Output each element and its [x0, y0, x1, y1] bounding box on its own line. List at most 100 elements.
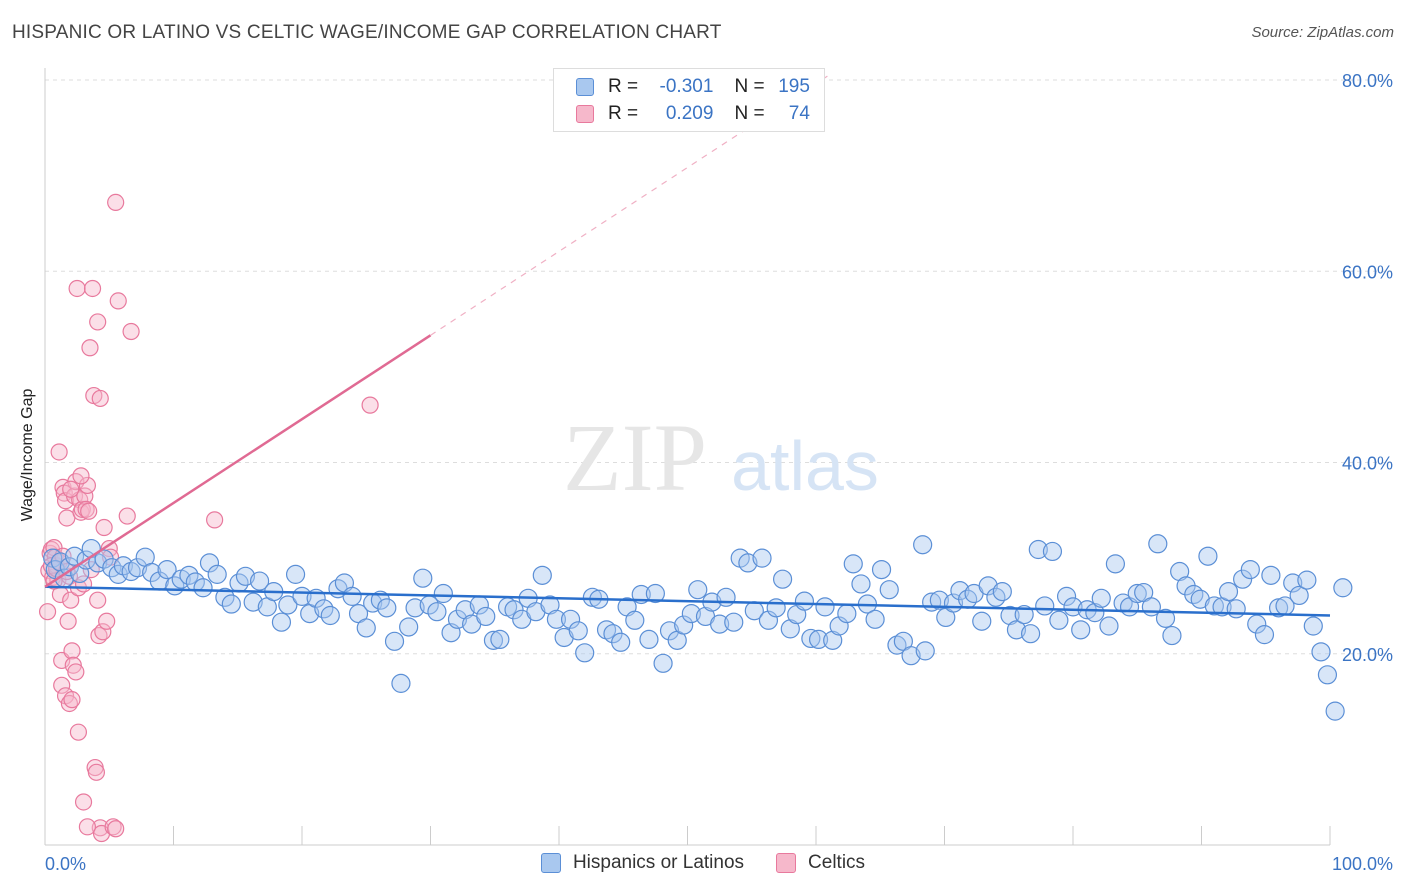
- celtics-point: [69, 723, 88, 741]
- hispanic-point: [490, 629, 510, 650]
- hispanic-point: [157, 559, 177, 580]
- celtics-point: [77, 500, 95, 518]
- hispanic-point: [1056, 586, 1077, 606]
- stats-row-hispanic: R = -0.301 N = 195: [576, 74, 810, 100]
- hispanic-point: [929, 590, 949, 610]
- celtics-legend-icon: [776, 853, 797, 873]
- hispanic-points: [43, 534, 1353, 721]
- celtics-point: [89, 591, 107, 609]
- n-value: 195: [778, 76, 810, 97]
- stats-row-celtics: R = 0.209 N = 74: [576, 101, 810, 127]
- n-label: N =: [734, 103, 765, 124]
- hispanic-point: [794, 591, 815, 611]
- celtics-point: [64, 656, 82, 674]
- hispanic-point: [568, 621, 588, 641]
- r-value: -0.301: [659, 76, 714, 97]
- celtics-point: [107, 820, 125, 838]
- y-tick-label: 40.0%: [1342, 454, 1393, 474]
- hispanic-point: [1198, 546, 1218, 566]
- hispanic-point: [716, 587, 736, 607]
- hispanic-point: [1233, 569, 1253, 589]
- hispanic-point: [271, 612, 292, 632]
- celtics-point: [62, 591, 80, 609]
- source-label: Source: ZipAtlas.com: [1251, 24, 1394, 41]
- hispanic-point: [476, 606, 496, 627]
- trend-lines: [44, 74, 1331, 617]
- hispanic-point: [1204, 596, 1224, 616]
- hispanic-point: [575, 643, 595, 663]
- hispanic-point: [1261, 565, 1281, 585]
- hispanic-point: [207, 564, 227, 584]
- legend: Hispanics or Latinos Celtics: [0, 852, 1406, 874]
- celtics-point: [89, 313, 107, 331]
- celtics-point: [73, 500, 91, 518]
- hispanic-point: [1028, 539, 1048, 560]
- hispanic-point: [659, 621, 680, 641]
- hispanic-point: [285, 564, 306, 584]
- hispanic-point: [1006, 620, 1027, 640]
- hispanic-point: [837, 603, 857, 624]
- hispanic-point: [1218, 581, 1239, 602]
- hispanic-point: [1049, 610, 1069, 630]
- hispanic-point: [871, 559, 892, 580]
- celtics-point: [95, 518, 113, 537]
- hispanic-point: [865, 609, 885, 629]
- axes: [44, 68, 1331, 846]
- r-label: R =: [608, 103, 639, 124]
- hispanic-point: [978, 576, 998, 596]
- hispanic-point: [1035, 596, 1055, 616]
- hispanic-point: [1020, 624, 1041, 644]
- hispanic-point: [879, 580, 899, 600]
- watermark-zip: ZIP: [563, 404, 707, 511]
- hispanic-point: [199, 553, 220, 573]
- hispanic-point: [399, 617, 419, 637]
- hispanic-point: [1240, 559, 1260, 580]
- hispanic-point: [1325, 701, 1345, 721]
- hispanic-point: [913, 535, 933, 555]
- hispanic-point: [766, 598, 786, 618]
- celtics-points: [38, 193, 379, 843]
- legend-item-celtics[interactable]: Celtics: [776, 852, 865, 874]
- hispanic-point: [1127, 583, 1147, 604]
- legend-label-hispanic: Hispanics or Latinos: [572, 852, 745, 873]
- hispanic-point: [738, 553, 758, 573]
- celtics-point: [206, 511, 224, 529]
- legend-label-celtics: Celtics: [808, 852, 866, 873]
- hispanic-point: [243, 592, 263, 612]
- x-tick-label-max: 100.0%: [1332, 854, 1393, 874]
- hispanic-point: [370, 590, 390, 610]
- hispanic-point: [653, 653, 673, 673]
- hispanic-point: [249, 571, 270, 591]
- celtics-point: [50, 443, 68, 461]
- hispanic-point: [752, 548, 772, 568]
- hispanic-point: [710, 614, 730, 634]
- hispanic-point: [1071, 620, 1091, 640]
- hispanic-point: [1099, 616, 1119, 636]
- hispanic-point: [1333, 578, 1353, 598]
- r-label: R =: [608, 76, 639, 97]
- hispanic-point: [823, 630, 843, 650]
- hispanic-point: [1162, 625, 1182, 646]
- hispanic-point: [901, 646, 921, 666]
- hispanic-point: [1085, 603, 1105, 623]
- celtics-point: [361, 396, 379, 414]
- hispanic-point: [413, 568, 433, 588]
- hispanic-point: [972, 611, 992, 631]
- hispanic-point: [447, 609, 468, 629]
- hispanic-point: [540, 595, 560, 615]
- hispanic-point: [1289, 585, 1309, 606]
- hispanic-swatch-icon: [576, 78, 594, 96]
- legend-item-hispanic[interactable]: Hispanics or Latinos: [540, 852, 745, 874]
- celtics-point: [98, 612, 116, 630]
- hispanic-point: [1105, 554, 1126, 574]
- hispanic-point: [377, 598, 397, 618]
- hispanic-point: [1311, 642, 1331, 662]
- celtics-point: [107, 193, 125, 211]
- hispanic-point: [235, 566, 256, 586]
- chart-title: HISPANIC OR LATINO VS CELTIC WAGE/INCOME…: [12, 22, 722, 43]
- hispanic-legend-icon: [540, 853, 561, 873]
- celtics-point: [59, 612, 77, 630]
- hispanic-point: [342, 586, 362, 606]
- celtics-swatch-icon: [576, 105, 594, 123]
